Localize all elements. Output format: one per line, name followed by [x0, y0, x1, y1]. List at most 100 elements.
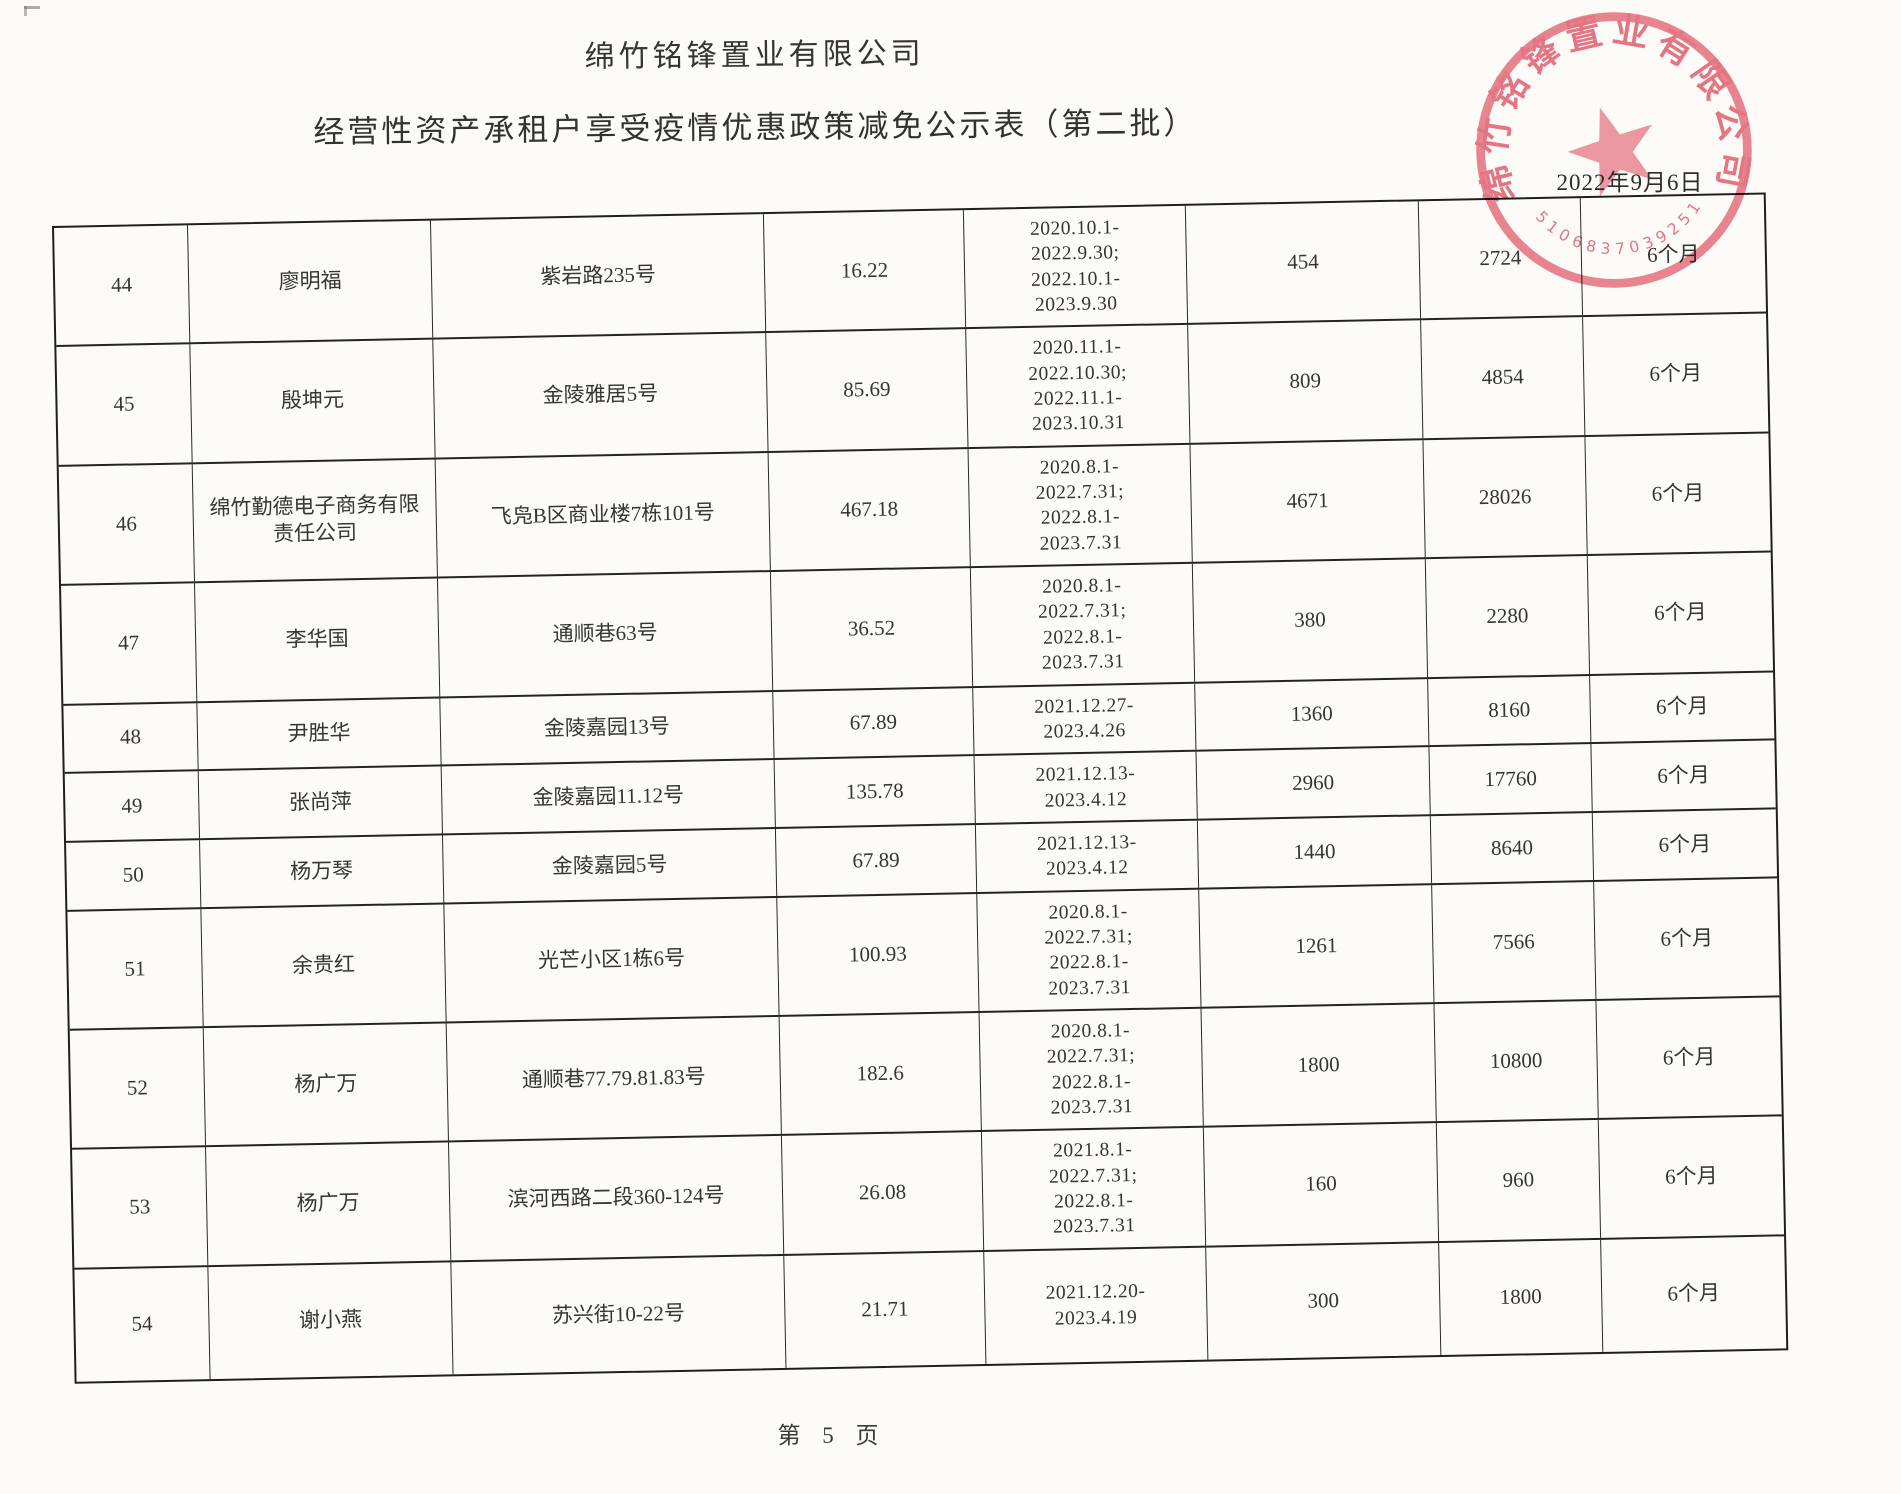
period-line: 2022.7.31; [1048, 1164, 1138, 1188]
cell-reduction-duration: 6个月 [1582, 313, 1769, 435]
cell-reduction-amount: 2280 [1424, 556, 1590, 677]
cell-property-address: 飞凫B区商业楼7栋101号 [434, 452, 770, 577]
cell-reduction-duration: 6个月 [1595, 997, 1782, 1119]
period-line: 2020.8.1- [1041, 575, 1122, 598]
cell-serial-number: 50 [122, 861, 144, 887]
cell-property-address: 滨河西路二段360-124号 [447, 1136, 784, 1261]
cell-tenant-name: 杨广万 [202, 1023, 448, 1146]
cell-tenant-name: 谢小燕 [207, 1262, 453, 1379]
cell-area: 67.89 [772, 687, 974, 759]
cell-monthly-rent: 4671 [1189, 440, 1425, 562]
period-line: 2023.4.12 [1044, 788, 1128, 812]
cell-reduction-duration: 6个月 [1591, 809, 1778, 880]
cell-reduction-period: 2021.12.27- 2023.4.26 [972, 683, 1196, 755]
period-line: 2022.7.31; [1035, 481, 1125, 504]
period-line: 2022.8.1- [1051, 1070, 1132, 1094]
cell-reduction-period: 2020.8.1- 2022.7.31; 2022.8.1- 2023.7.31 [967, 444, 1192, 567]
period-line: 2020.8.1- [1050, 1020, 1131, 1043]
cell-property-address: 金陵嘉园11.12号 [440, 760, 775, 834]
cell-reduction-duration: 6个月 [1593, 877, 1780, 999]
cell-reduction-period: 2020.8.1- 2022.7.31; 2022.8.1- 2023.7.31 [969, 563, 1195, 686]
cell-serial-number: 48 [119, 724, 142, 749]
svg-text:绵竹铭锋置业有限公司: 绵竹铭锋置业有限公司 [1454, 0, 1763, 235]
cell-area: 16.22 [762, 210, 966, 332]
cell-monthly-rent: 454 [1184, 201, 1421, 324]
cell-reduction-duration: 6个月 [1589, 671, 1775, 743]
period-line: 2022.11.1- [1033, 387, 1123, 410]
period-line: 2020.11.1- [1032, 336, 1122, 360]
period-line: 2023.4.26 [1043, 719, 1127, 743]
cell-reduction-period: 2020.8.1- 2022.7.31; 2022.8.1- 2023.7.31 [978, 1008, 1203, 1131]
cell-serial-number: 53 [128, 1194, 151, 1220]
cell-serial-number: 51 [124, 955, 146, 981]
cell-area: 182.6 [778, 1012, 981, 1135]
cell-area: 26.08 [780, 1132, 984, 1254]
period-line: 2022.8.1- [1049, 951, 1129, 974]
cell-reduction-amount: 10800 [1433, 1000, 1598, 1122]
period-line: 2020.8.1- [1048, 900, 1128, 924]
cell-serial-number: 44 [110, 272, 133, 297]
cell-monthly-rent: 1261 [1198, 884, 1434, 1007]
cell-serial-number: 49 [121, 793, 143, 818]
cell-area: 67.89 [774, 824, 977, 896]
cell-reduction-period: 2021.12.13- 2023.4.12 [973, 751, 1197, 823]
period-line: 2022.7.31; [1046, 1045, 1136, 1068]
stamp-date: 2022年9月6日 [1556, 170, 1704, 195]
cell-tenant-name: 绵竹勤德电子商务有限责任公司 [191, 459, 437, 582]
scan-artifact [24, 6, 40, 9]
period-line: 2021.8.1- [1052, 1139, 1133, 1162]
cell-reduction-duration: 6个月 [1584, 433, 1771, 555]
cell-reduction-amount: 4854 [1420, 317, 1585, 439]
cell-reduction-amount: 17760 [1428, 744, 1592, 815]
period-line: 2022.7.31; [1044, 925, 1134, 949]
period-line: 2023.7.31 [1050, 1096, 1134, 1119]
cell-reduction-amount: 960 [1435, 1120, 1601, 1241]
period-line: 2021.12.27- [1034, 694, 1135, 718]
cell-area: 21.71 [783, 1251, 986, 1368]
cell-area: 135.78 [773, 756, 975, 827]
cell-tenant-name: 张尚萍 [197, 766, 442, 839]
cell-reduction-period: 2020.10.1- 2022.9.30; 2022.10.1- 2023.9.30 [962, 205, 1188, 328]
scan-artifact [24, 6, 27, 16]
cell-tenant-name: 杨广万 [205, 1142, 451, 1265]
period-line: 2023.7.31 [1052, 1215, 1136, 1238]
cell-tenant-name: 殷坤元 [189, 339, 435, 463]
cell-reduction-duration: 6个月 [1586, 552, 1774, 674]
cell-area: 467.18 [767, 448, 970, 571]
cell-serial-number: 54 [131, 1311, 153, 1336]
stamp-star-icon [1567, 107, 1653, 197]
period-line: 2022.8.1- [1042, 625, 1123, 649]
cell-property-address: 金陵嘉园13号 [439, 691, 774, 765]
cell-area: 85.69 [765, 329, 968, 451]
cell-monthly-rent: 809 [1187, 320, 1423, 443]
period-line: 2023.7.31 [1041, 651, 1125, 674]
document-title: 经营性资产承租户享受疫情优惠政策减免公示表（第二批） [313, 105, 1198, 150]
cell-reduction-period: 2021.12.13- 2023.4.12 [974, 820, 1199, 892]
cell-tenant-name: 廖明福 [187, 220, 433, 343]
cell-reduction-amount: 28026 [1422, 436, 1587, 558]
cell-tenant-name: 尹胜华 [196, 698, 441, 770]
cell-area: 36.52 [769, 568, 973, 690]
company-seal-stamp: 绵竹铭锋置业有限公司 5106837039251 [1454, 0, 1763, 288]
cell-serial-number: 45 [113, 391, 135, 417]
cell-tenant-name: 杨万琴 [199, 835, 444, 907]
cell-reduction-amount: 1800 [1438, 1239, 1603, 1355]
lease-table: 44 廖明福 紫岩路235号 16.22 2020.10.1- 2022.9.30; 202… [52, 192, 1789, 1384]
period-line: 2022.8.1- [1053, 1190, 1134, 1213]
cell-reduction-period: 2020.8.1- 2022.7.31; 2022.8.1- 2023.7.31 [976, 889, 1201, 1011]
period-line: 2021.12.13- [1036, 831, 1137, 855]
period-line: 2021.12.13- [1035, 763, 1136, 787]
cell-tenant-name: 李华国 [194, 578, 440, 701]
period-line: 2022.10.30; [1028, 361, 1128, 385]
cell-tenant-name: 余贵红 [200, 904, 446, 1027]
period-line: 2023.4.12 [1045, 857, 1129, 880]
period-line: 2023.10.31 [1031, 412, 1126, 436]
cell-reduction-duration: 6个月 [1597, 1116, 1785, 1238]
stamp-serial-number: 5106837039251 [1530, 185, 1713, 270]
cell-reduction-amount: 8160 [1427, 675, 1591, 746]
stamp-arc-text: 绵竹铭锋置业有限公司 [1454, 0, 1763, 235]
cell-monthly-rent: 380 [1191, 559, 1428, 682]
cell-serial-number: 46 [115, 511, 138, 536]
page-number: 第 5 页 [777, 1423, 887, 1448]
cell-property-address: 光芒小区1栋6号 [443, 897, 779, 1022]
